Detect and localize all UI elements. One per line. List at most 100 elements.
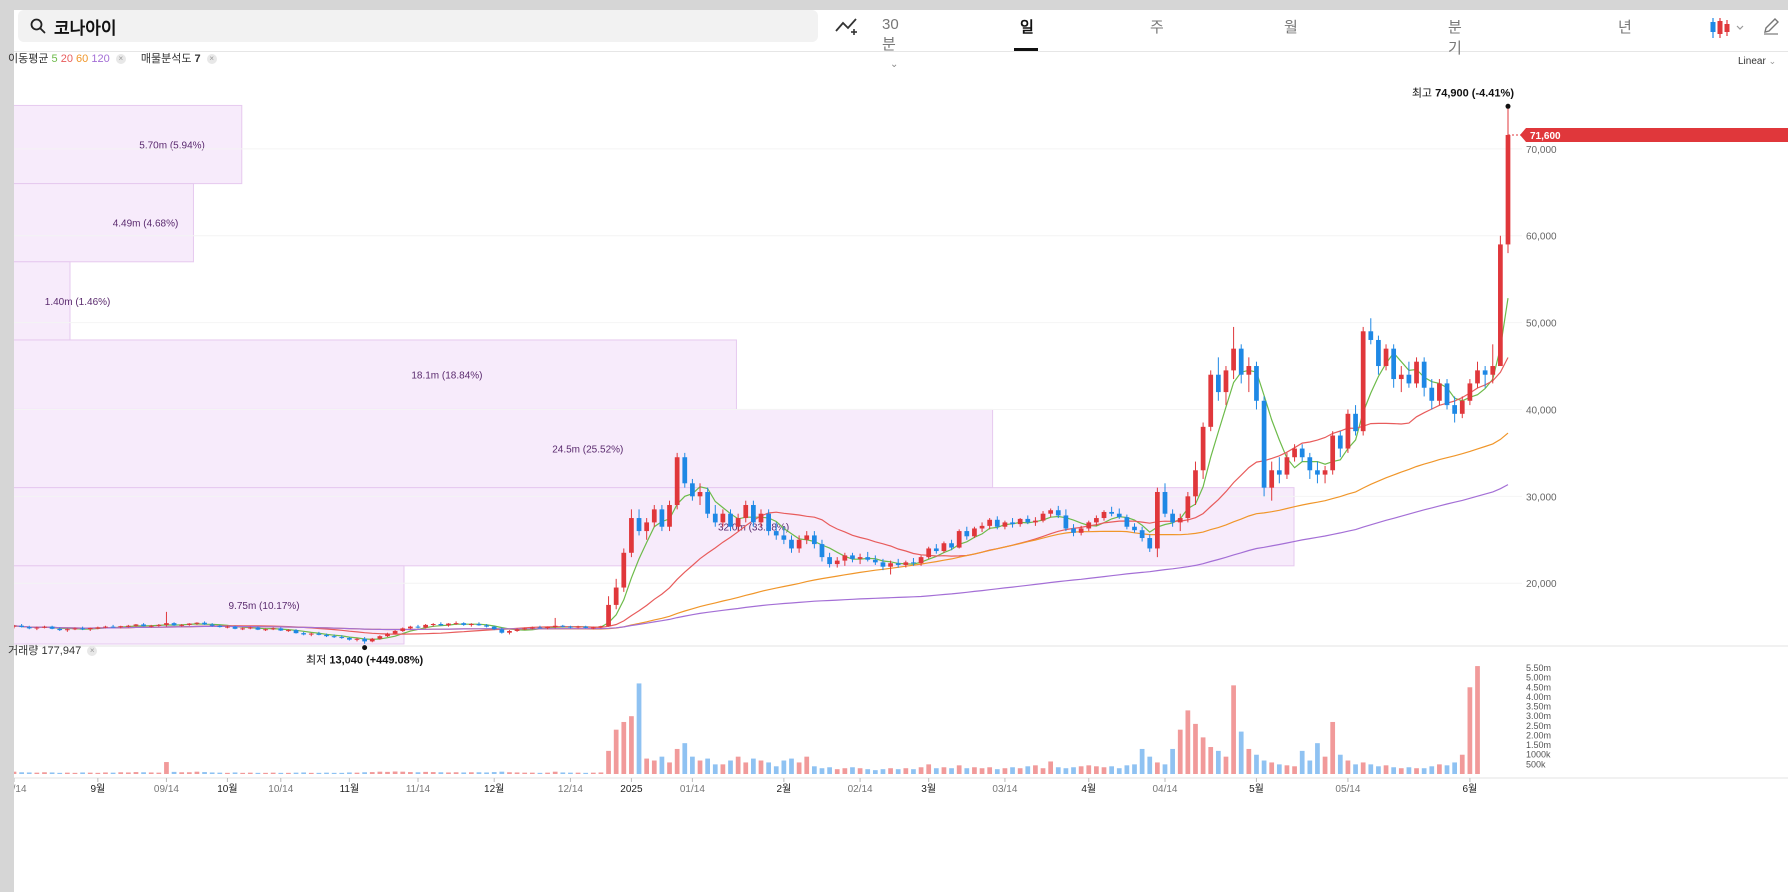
candle-body <box>14 625 17 627</box>
stock-search-box[interactable]: 코나아이 <box>18 10 818 42</box>
volume-bar <box>918 767 924 774</box>
candle-body <box>857 557 863 559</box>
volume-bar <box>362 772 367 774</box>
time-tick-label: 11월 <box>340 783 360 795</box>
candle-body <box>87 627 93 630</box>
candle <box>1010 518 1015 528</box>
candle <box>225 625 230 629</box>
candle-body <box>1490 366 1496 375</box>
volume-bar <box>1398 768 1404 774</box>
candle-body <box>644 522 650 532</box>
candle <box>1498 235 1503 367</box>
candle <box>377 635 383 640</box>
high-annotation: 최고 74,900 (-4.41%) <box>1412 86 1515 99</box>
tab-week[interactable]: 주 <box>1150 19 1164 36</box>
candle-body <box>1063 515 1069 529</box>
candle-body <box>1193 470 1198 497</box>
candle-type-icon[interactable] <box>1708 16 1748 40</box>
candle <box>1482 366 1488 388</box>
candle <box>1437 379 1442 406</box>
volume-bar <box>1094 766 1099 774</box>
volume-bar <box>1307 760 1313 774</box>
candle <box>125 624 131 628</box>
volume-bar <box>1033 765 1038 774</box>
candle <box>1444 379 1450 410</box>
candle-body <box>1170 513 1175 523</box>
candle-body <box>827 557 832 565</box>
volume-bar <box>758 760 764 774</box>
volume-bar <box>1345 760 1351 774</box>
candle <box>758 509 764 527</box>
volume-bar <box>735 756 741 774</box>
volume-bar <box>484 772 489 774</box>
tab-year[interactable]: 년 <box>1618 19 1632 36</box>
candle <box>491 625 497 631</box>
volume-bar <box>1155 762 1160 774</box>
candle <box>781 526 787 545</box>
volume-bar <box>895 769 901 774</box>
candle <box>1353 405 1358 436</box>
candle-body <box>949 543 954 548</box>
candle-body <box>1452 405 1458 414</box>
ma-period-120: 120 <box>91 53 110 65</box>
candle <box>263 628 268 631</box>
candle-body <box>133 624 139 626</box>
candle <box>1269 461 1275 501</box>
candle <box>118 625 124 629</box>
candle-body <box>331 636 337 638</box>
candle-body <box>1116 513 1122 518</box>
volume-bar <box>42 772 47 774</box>
candle <box>575 625 581 629</box>
candle <box>789 535 794 553</box>
pencil-icon[interactable] <box>1762 16 1780 36</box>
tab-day[interactable]: 일 <box>1020 19 1034 36</box>
candle <box>1376 335 1381 375</box>
candle-body <box>956 531 962 548</box>
candle <box>1109 506 1114 517</box>
candle <box>629 509 634 558</box>
candle-body <box>1475 370 1480 384</box>
volume-bar <box>979 768 985 774</box>
volume-bar <box>1200 737 1206 774</box>
tab-quarter[interactable]: 분기 <box>1448 19 1462 57</box>
interval-30min-button[interactable]: 30분 ⌄ <box>882 16 899 71</box>
candle-body <box>95 627 101 629</box>
candle-body <box>1124 517 1130 527</box>
candle <box>1101 510 1107 521</box>
search-query[interactable]: 코나아이 <box>54 18 117 38</box>
vp-remove-icon[interactable]: × <box>206 54 217 64</box>
volume-bar <box>1147 756 1153 774</box>
candle <box>827 552 832 568</box>
volume-remove-icon[interactable]: × <box>87 646 98 656</box>
tab-month[interactable]: 월 <box>1284 19 1298 36</box>
drawing-tool-icon[interactable] <box>834 14 860 38</box>
volume-bar <box>49 772 55 774</box>
candle <box>598 625 604 629</box>
ma-remove-icon[interactable]: × <box>115 54 126 64</box>
candle <box>865 551 871 562</box>
candle <box>613 578 619 610</box>
volume-bar <box>933 768 939 774</box>
volume-bar <box>522 772 528 774</box>
volume-bar <box>1010 767 1015 774</box>
candle-body <box>324 634 329 637</box>
candle-body <box>728 513 733 527</box>
candle <box>453 621 459 625</box>
volume-bar <box>598 772 604 774</box>
scale-mode-button[interactable]: Linear ⌄ <box>1738 56 1776 67</box>
candle-body <box>80 628 85 630</box>
candle-body <box>1254 366 1259 401</box>
time-tick-label: 10/14 <box>268 784 293 795</box>
candle <box>1330 431 1336 475</box>
candle-body <box>240 628 246 630</box>
candle-body <box>606 604 611 627</box>
volume-bar <box>278 772 284 774</box>
volume-bar <box>110 772 116 774</box>
time-tick-label: 04/14 <box>1152 784 1177 795</box>
candle <box>857 553 863 565</box>
candle-body <box>1109 511 1114 514</box>
candle-body <box>1010 522 1015 525</box>
candle-body <box>461 623 467 625</box>
volume-bar <box>369 772 375 774</box>
price-chart[interactable]: 5.70m (5.94%) 4.49m (4.68%) 1.40m (1.46%) 1… <box>14 54 1788 890</box>
